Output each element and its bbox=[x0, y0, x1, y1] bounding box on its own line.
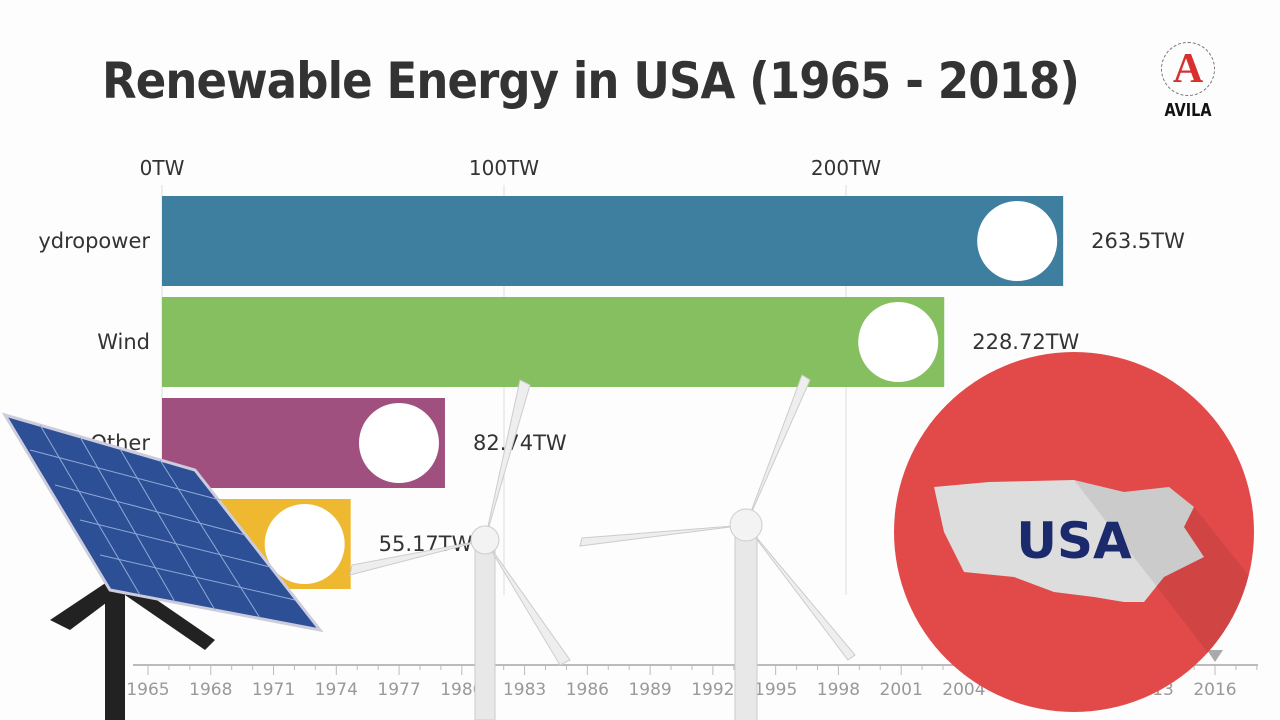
timeline-year-label: 1965 bbox=[126, 680, 169, 700]
timeline-year-label: 2007 bbox=[1005, 680, 1048, 700]
category-icon bbox=[977, 201, 1058, 281]
timeline-year-label: 1971 bbox=[252, 680, 295, 700]
avila-logo: A AVILA bbox=[1158, 40, 1218, 135]
timeline-year-label: 1968 bbox=[189, 680, 232, 700]
category-label: Other bbox=[90, 431, 150, 455]
timeline-year-label: 2010 bbox=[1068, 680, 1111, 700]
timeline-year-label: 2013 bbox=[1131, 680, 1174, 700]
timeline-year-label: 1989 bbox=[628, 680, 671, 700]
bar-hydropower bbox=[162, 196, 1064, 286]
value-label: 82.74TW bbox=[473, 431, 567, 455]
bar-wind bbox=[162, 297, 945, 387]
timeline-year-label: 1995 bbox=[754, 680, 797, 700]
chart-title: Renewable Energy in USA (1965 - 2018) bbox=[102, 52, 1080, 110]
timeline-year-label: 1998 bbox=[817, 680, 860, 700]
category-icon bbox=[264, 504, 345, 584]
category-icon bbox=[858, 302, 939, 382]
category-label: ydropower bbox=[38, 229, 150, 253]
value-label: 55.17TW bbox=[379, 532, 473, 556]
timeline-marker[interactable] bbox=[1207, 650, 1223, 662]
timeline-year-label: 1986 bbox=[566, 680, 609, 700]
timeline-year-label: 1992 bbox=[691, 680, 734, 700]
timeline-year-label: 1974 bbox=[315, 680, 358, 700]
value-label: 263.5TW bbox=[1091, 229, 1185, 253]
x-tick-label: 200TW bbox=[811, 156, 881, 180]
timeline-year-label: 2016 bbox=[1193, 680, 1236, 700]
timeline-year-label: 2001 bbox=[880, 680, 923, 700]
x-tick-label: 100TW bbox=[469, 156, 539, 180]
category-label: Wind bbox=[97, 330, 150, 354]
value-label: 228.72TW bbox=[972, 330, 1079, 354]
timeline-year-label: 2004 bbox=[942, 680, 985, 700]
timeline-year-label: 1980 bbox=[440, 680, 483, 700]
category-icon bbox=[358, 403, 439, 483]
timeline-year-label: 1977 bbox=[377, 680, 420, 700]
x-tick-label: 0TW bbox=[140, 156, 185, 180]
timeline-year-label: 1983 bbox=[503, 680, 546, 700]
